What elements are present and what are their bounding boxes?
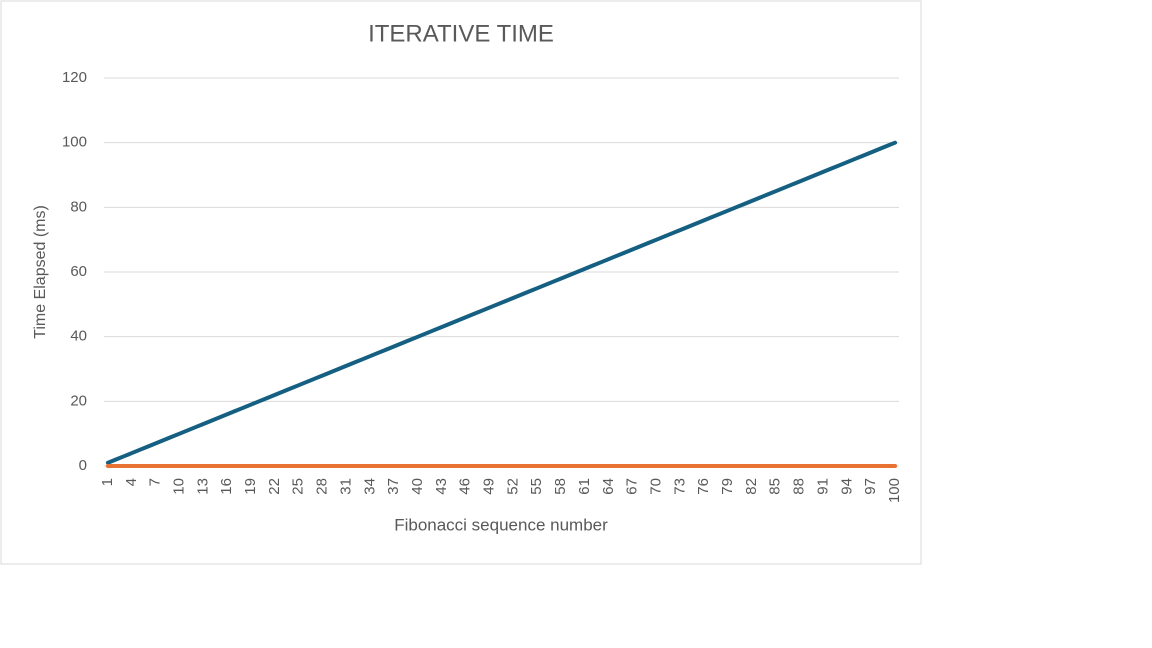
x-tick-label: 25 [290,478,307,495]
x-tick-label: 7 [147,478,164,486]
x-tick-label: 37 [385,478,402,495]
x-tick-label: 1 [99,478,116,486]
x-tick-label: 13 [194,478,211,495]
x-tick-label: 43 [433,478,450,495]
y-axis-label: Time Elapsed (ms) [32,205,49,339]
x-tick-label: 19 [242,478,259,495]
x-tick-label: 67 [624,478,641,495]
x-tick-label: 91 [814,478,831,495]
x-tick-label: 73 [671,478,688,495]
x-tick-label: 31 [337,478,354,495]
x-tick-label: 94 [838,478,855,495]
x-tick-label: 46 [457,478,474,495]
x-tick-label: 64 [600,478,617,495]
x-tick-label: 16 [218,478,235,495]
x-tick-label: 79 [719,478,736,495]
y-tick-label: 80 [70,198,87,215]
x-tick-label: 34 [361,478,378,495]
y-tick-label: 60 [70,263,87,280]
x-tick-label: 82 [743,478,760,495]
y-tick-label: 40 [70,328,87,345]
x-tick-label: 85 [767,478,784,495]
x-tick-label: 4 [123,478,140,486]
x-tick-label: 10 [170,478,187,495]
x-tick-label: 100 [886,478,903,503]
y-tick-label: 0 [79,457,87,474]
y-tick-label: 100 [62,134,87,151]
x-tick-label: 88 [791,478,808,495]
x-tick-label: 40 [409,478,426,495]
line-series [105,140,898,465]
chart-title: ITERATIVE TIME [368,20,554,47]
x-axis-label: Fibonacci sequence number [394,515,608,534]
chart-frame [0,0,922,565]
x-tick-label: 61 [576,478,593,495]
x-tick-label: 52 [504,478,521,495]
x-tick-label: 49 [481,478,498,495]
x-tick-label: 97 [862,478,879,495]
x-tick-label: 70 [647,478,664,495]
x-tick-label: 55 [528,478,545,495]
x-tick-label: 22 [266,478,283,495]
x-tick-label: 28 [314,478,331,495]
x-tick-label: 76 [695,478,712,495]
y-tick-label: 120 [62,69,87,86]
y-tick-label: 20 [70,392,87,409]
x-tick-label: 58 [552,478,569,495]
